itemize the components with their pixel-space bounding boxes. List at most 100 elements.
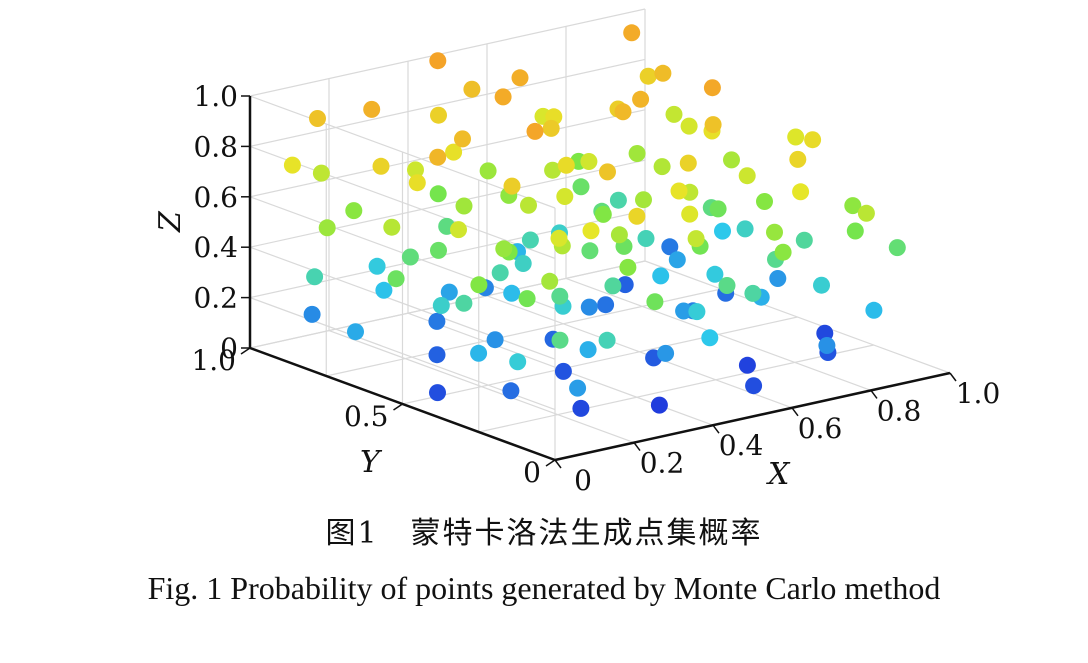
data-point — [723, 151, 740, 169]
data-point — [846, 222, 864, 240]
y-tick-mark — [393, 403, 403, 411]
x-tick-mark — [949, 372, 957, 382]
data-point — [706, 265, 724, 283]
data-point — [383, 218, 401, 236]
data-point — [541, 272, 559, 290]
data-point — [375, 281, 393, 299]
data-point — [604, 277, 622, 295]
data-point — [495, 240, 513, 258]
data-point — [554, 362, 572, 380]
figure-caption-cn: 图1 蒙特卡洛法生成点集概率 — [325, 516, 763, 551]
data-point — [494, 88, 512, 106]
data-point — [309, 110, 326, 127]
data-point — [709, 200, 727, 218]
data-point — [632, 90, 650, 108]
data-point — [557, 156, 575, 174]
data-point — [804, 131, 822, 149]
axes — [240, 95, 957, 469]
data-point — [665, 105, 683, 123]
x-tick-mark — [791, 407, 799, 417]
data-point — [623, 24, 641, 42]
grid-line — [478, 344, 874, 433]
data-point — [756, 193, 773, 210]
data-point — [670, 182, 688, 200]
data-point — [580, 298, 598, 316]
data-point — [792, 183, 810, 201]
data-point — [526, 122, 544, 140]
grid-line — [249, 159, 646, 248]
data-point — [704, 116, 722, 134]
data-point — [445, 143, 463, 161]
data-point — [598, 331, 616, 349]
data-point — [509, 353, 527, 371]
x-tick-mark — [870, 389, 878, 399]
data-point — [646, 293, 664, 311]
data-point — [387, 270, 405, 288]
data-point — [569, 379, 587, 397]
data-point — [363, 100, 381, 118]
data-point — [283, 156, 301, 174]
data-point — [511, 69, 529, 87]
x-tick-label: 0.8 — [877, 394, 922, 427]
data-point — [609, 191, 627, 209]
y-tick-mark — [240, 347, 251, 355]
data-point — [429, 185, 447, 203]
y-tick-label: 0 — [523, 456, 541, 489]
z-tick-label: 0.2 — [193, 282, 238, 315]
data-point — [407, 161, 424, 179]
data-point — [687, 230, 705, 248]
x-tick-label: 1.0 — [956, 377, 1001, 410]
data-point — [550, 229, 568, 247]
data-point — [454, 130, 471, 148]
data-point — [401, 248, 419, 266]
grid-lines — [249, 8, 951, 461]
data-point — [599, 163, 616, 181]
z-tick-label: 0 — [220, 332, 238, 365]
data-point — [857, 204, 875, 222]
data-point — [650, 396, 668, 414]
data-point — [818, 337, 836, 354]
data-point — [347, 323, 364, 341]
data-point — [428, 312, 446, 330]
x-tick-mark — [554, 459, 562, 469]
data-point — [736, 220, 754, 238]
y-tick-label: 0.5 — [344, 400, 389, 433]
data-point — [703, 79, 721, 97]
x-tick-label: 0.6 — [798, 412, 843, 445]
x-tick-label: 0.2 — [640, 447, 685, 480]
data-point — [654, 64, 672, 82]
data-point — [520, 196, 537, 214]
data-point — [668, 251, 686, 269]
data-point — [844, 197, 862, 215]
x-tick-label: 0.4 — [719, 429, 764, 462]
data-point — [888, 239, 906, 257]
data-point — [544, 161, 562, 179]
data-point — [463, 80, 481, 98]
y-tick-label: 1.0 — [191, 344, 236, 377]
y-axis-label: Y — [360, 445, 383, 480]
data-point — [639, 67, 657, 85]
grid-line — [249, 8, 646, 97]
data-point — [652, 267, 670, 285]
data-point — [486, 331, 504, 349]
data-point — [774, 243, 792, 261]
data-point — [714, 222, 731, 240]
x-tick-label: 0 — [574, 464, 592, 497]
data-point — [432, 297, 450, 314]
data-point — [306, 268, 324, 286]
data-point — [572, 178, 590, 196]
y-tick-mark — [545, 459, 556, 467]
data-point — [795, 231, 813, 249]
data-point — [430, 106, 447, 124]
data-point — [521, 231, 539, 249]
data-point — [428, 346, 446, 364]
data-point — [572, 399, 590, 417]
data-point — [628, 145, 646, 162]
data-point — [479, 162, 497, 180]
data-point — [614, 103, 632, 121]
data-point — [701, 329, 719, 347]
data-point — [556, 188, 574, 205]
data-point — [470, 276, 488, 294]
data-point — [470, 344, 488, 362]
z-tick-label: 0.4 — [193, 231, 238, 264]
